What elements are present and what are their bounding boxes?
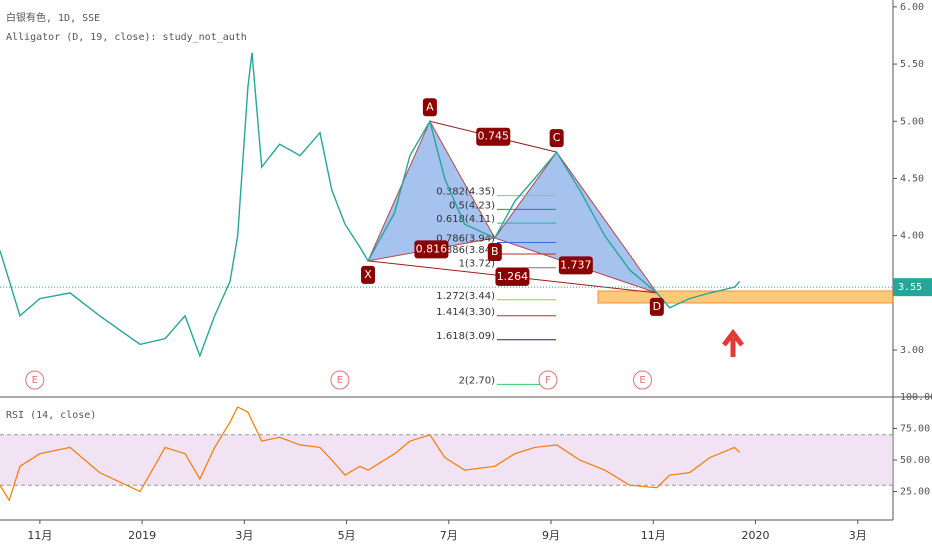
fib-label: 0.886(3.84) bbox=[436, 245, 495, 256]
y-tick-label: 5.00 bbox=[900, 116, 924, 127]
y-tick-label: 3.00 bbox=[900, 345, 924, 356]
event-label: E bbox=[32, 375, 38, 386]
event-label: E bbox=[639, 375, 645, 386]
point-box bbox=[549, 129, 564, 148]
x-tick-label: 11月 bbox=[641, 529, 666, 542]
ratio-box bbox=[414, 240, 449, 259]
point-label: X bbox=[364, 268, 372, 281]
point-label: D bbox=[653, 300, 661, 313]
fib-label: 0.5(4.23) bbox=[449, 200, 495, 211]
y-tick-label: 25.00 bbox=[900, 487, 930, 498]
event-marker bbox=[538, 370, 558, 390]
point-label: A bbox=[426, 100, 434, 113]
y-tick-label: 75.00 bbox=[900, 424, 930, 435]
point-box bbox=[422, 98, 437, 117]
last-value-box bbox=[893, 278, 932, 297]
event-marker bbox=[633, 370, 653, 390]
fib-label: 1.272(3.44) bbox=[436, 291, 495, 302]
point-box bbox=[361, 265, 376, 284]
fib-label: 2(2.70) bbox=[459, 375, 496, 386]
x-tick-label: 3月 bbox=[235, 529, 253, 542]
ratio-label: 0.816 bbox=[416, 242, 448, 255]
x-tick-label: 2019 bbox=[128, 529, 156, 542]
y-tick-label: 5.50 bbox=[900, 59, 924, 70]
point-box bbox=[487, 242, 502, 261]
price-line bbox=[0, 52, 741, 358]
x-tick-label: 7月 bbox=[440, 529, 458, 542]
last-value-label: 3.55 bbox=[898, 282, 922, 293]
point-label: C bbox=[553, 131, 561, 144]
ratio-label: 1.737 bbox=[560, 258, 592, 271]
ratio-box bbox=[476, 127, 511, 146]
rsi-line bbox=[0, 406, 741, 502]
rsi-band bbox=[0, 434, 893, 486]
fib-label: 1(3.72) bbox=[459, 259, 496, 270]
arrow bbox=[722, 328, 744, 357]
fib-label: 1.618(3.09) bbox=[436, 331, 495, 342]
fib-label: 0.382(4.35) bbox=[436, 187, 495, 198]
x-tick-label: 3月 bbox=[849, 529, 867, 542]
ratio-box bbox=[495, 267, 530, 286]
x-tick-label: 9月 bbox=[542, 529, 560, 542]
rsi-title: RSI (14, close) bbox=[6, 410, 96, 421]
event-label: E bbox=[337, 375, 343, 386]
chart-title: 白银有色, 1D, SSE bbox=[6, 11, 100, 24]
x-tick-label: 11月 bbox=[27, 529, 52, 542]
event-marker bbox=[25, 370, 45, 390]
y-tick-label: 4.00 bbox=[900, 231, 924, 242]
ratio-label: 0.745 bbox=[478, 130, 510, 143]
point-label: B bbox=[491, 245, 499, 258]
fib-label: 1.414(3.30) bbox=[436, 307, 495, 318]
y-tick-label: 4.50 bbox=[900, 173, 924, 184]
y-tick-label: 100.00 bbox=[900, 392, 932, 403]
fib-label: 0.618(4.11) bbox=[436, 214, 495, 225]
zone-box bbox=[597, 290, 894, 304]
ratio-label: 1.264 bbox=[497, 270, 529, 283]
event-marker bbox=[330, 370, 350, 390]
indicator-label: Alligator (D, 19, close): study_not_auth bbox=[6, 32, 247, 43]
event-label: F bbox=[545, 375, 551, 386]
x-tick-label: 2020 bbox=[741, 529, 769, 542]
point-box bbox=[649, 297, 664, 316]
ratio-box bbox=[558, 256, 593, 275]
y-tick-label: 50.00 bbox=[900, 455, 930, 466]
y-tick-label: 6.00 bbox=[900, 2, 924, 13]
x-tick-label: 5月 bbox=[338, 529, 356, 542]
fib-label: 0.786(3.94) bbox=[436, 234, 495, 245]
